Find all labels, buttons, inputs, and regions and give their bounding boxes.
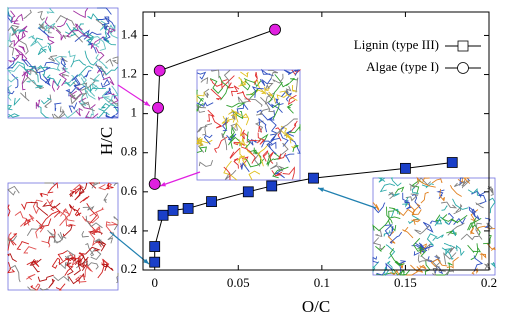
y-tick-label: 0.2	[121, 261, 137, 276]
x-tick-label: 0.05	[227, 275, 250, 290]
inset-arrowhead	[144, 101, 150, 106]
y-tick-label: 0.4	[121, 222, 138, 237]
y-tick-label: 0.6	[121, 183, 138, 198]
data-point	[149, 179, 160, 190]
x-tick-label: 0.1	[314, 275, 330, 290]
data-point	[168, 205, 178, 215]
legend-marker	[458, 63, 469, 74]
data-point	[447, 158, 457, 168]
data-point	[400, 163, 410, 173]
legend-label: Lignin (type III)	[354, 37, 439, 52]
y-axis-title: H/C	[97, 127, 116, 155]
data-point	[150, 257, 160, 267]
data-point	[153, 102, 164, 113]
legend-label: Algae (type I)	[366, 59, 439, 74]
x-tick-label: 0.15	[394, 275, 417, 290]
data-point	[207, 197, 217, 207]
molecule-bond	[435, 275, 446, 276]
inset-arrow	[160, 172, 200, 186]
chart: O/C H/C 0 0.05 0.1 0.15 0.2 0.2 0.4 0.6 0.8 1 1.2 1…	[0, 0, 505, 322]
x-tick-label: 0	[151, 275, 158, 290]
data-point	[183, 203, 193, 213]
y-tick-label: 1	[131, 105, 138, 120]
legend-marker	[458, 41, 468, 51]
x-axis-title: O/C	[302, 297, 330, 316]
y-tick-label: 1.2	[121, 66, 137, 81]
data-point	[158, 210, 168, 220]
data-point	[150, 242, 160, 252]
y-tick-label: 0.8	[121, 144, 137, 159]
data-point	[308, 173, 318, 183]
inset-arrowhead	[318, 188, 324, 192]
x-tick-label: 0.2	[481, 275, 497, 290]
inset-arrow	[118, 85, 150, 106]
inset-arrow	[318, 188, 376, 208]
inset-arrowhead	[160, 182, 166, 186]
data-point	[267, 181, 277, 191]
data-point	[270, 24, 281, 35]
data-point	[154, 65, 165, 76]
data-point	[243, 187, 253, 197]
y-tick-label: 1.4	[121, 26, 138, 41]
